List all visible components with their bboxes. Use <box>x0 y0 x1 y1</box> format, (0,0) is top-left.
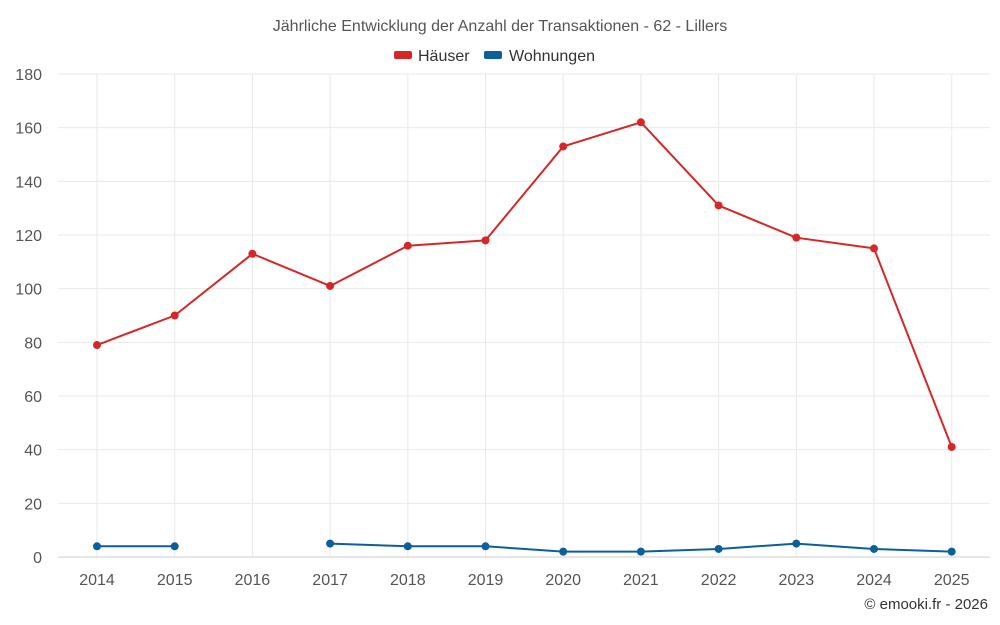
legend: Häuser Wohnungen <box>394 48 595 65</box>
data-point-haeuser-2016[interactable] <box>248 249 257 258</box>
x-tick-label-2024: 2024 <box>856 572 892 589</box>
x-tick-label-2022: 2022 <box>701 572 737 589</box>
data-point-wohnungen-2020[interactable] <box>559 547 568 556</box>
x-tick-label-2017: 2017 <box>312 572 348 589</box>
legend-item-haeuser[interactable]: Häuser <box>394 48 470 65</box>
data-point-haeuser-2019[interactable] <box>481 236 490 245</box>
data-point-wohnungen-2017[interactable] <box>326 539 335 548</box>
x-tick-label-2023: 2023 <box>779 572 815 589</box>
x-tick-label-2014: 2014 <box>79 572 115 589</box>
data-point-haeuser-2021[interactable] <box>636 118 645 127</box>
legend-swatch-wohnungen <box>484 51 502 59</box>
x-tick-label-2018: 2018 <box>390 572 426 589</box>
x-tick-label-2025: 2025 <box>934 572 970 589</box>
data-point-wohnungen-2014[interactable] <box>93 542 101 551</box>
y-tick-label-100: 100 <box>15 282 42 299</box>
data-point-haeuser-2018[interactable] <box>403 241 412 250</box>
credit-text: © emooki.fr - 2026 <box>864 596 988 613</box>
grid <box>58 73 990 558</box>
series-layer <box>93 118 956 556</box>
data-point-wohnungen-2018[interactable] <box>403 542 412 551</box>
data-point-wohnungen-2023[interactable] <box>792 539 801 548</box>
data-point-haeuser-2022[interactable] <box>714 201 723 210</box>
data-point-haeuser-2020[interactable] <box>559 142 568 151</box>
data-point-haeuser-2023[interactable] <box>792 233 801 242</box>
y-tick-label-120: 120 <box>15 228 42 245</box>
y-tick-label-160: 160 <box>15 121 42 138</box>
x-tick-label-2019: 2019 <box>468 572 504 589</box>
y-tick-label-60: 60 <box>24 389 42 406</box>
y-tick-label-180: 180 <box>15 67 42 84</box>
series-line-haeuser-0 <box>96 121 953 448</box>
y-tick-label-0: 0 <box>33 550 42 567</box>
legend-swatch-haeuser <box>394 51 412 59</box>
data-point-haeuser-2017[interactable] <box>326 281 335 290</box>
data-point-wohnungen-2024[interactable] <box>870 544 878 553</box>
y-tick-label-20: 20 <box>24 496 42 513</box>
x-tick-label-2020: 2020 <box>545 572 581 589</box>
y-tick-label-40: 40 <box>24 443 42 460</box>
data-point-wohnungen-2019[interactable] <box>481 542 490 551</box>
data-point-wohnungen-2021[interactable] <box>636 547 645 556</box>
x-tick-label-2015: 2015 <box>157 572 193 589</box>
data-point-wohnungen-2015[interactable] <box>170 542 179 551</box>
x-axis: 2014 2015 2016 2017 2018 2019 2020 2021 2022 2023… <box>79 572 969 589</box>
data-point-haeuser-2024[interactable] <box>870 244 878 253</box>
y-axis: 0 20 40 60 80 100 120 140 160 180 <box>15 67 42 567</box>
data-point-haeuser-2014[interactable] <box>93 341 101 350</box>
legend-label-wohnungen: Wohnungen <box>509 48 595 65</box>
y-tick-label-140: 140 <box>15 174 42 191</box>
chart-title: Jährliche Entwicklung der Anzahl der Tra… <box>273 18 727 35</box>
legend-label-haeuser: Häuser <box>418 48 470 65</box>
x-tick-label-2021: 2021 <box>623 572 659 589</box>
data-point-wohnungen-2025[interactable] <box>947 547 956 556</box>
data-point-wohnungen-2022[interactable] <box>714 544 723 553</box>
y-tick-label-80: 80 <box>24 335 42 352</box>
data-point-haeuser-2015[interactable] <box>170 311 179 320</box>
x-tick-label-2016: 2016 <box>235 572 271 589</box>
data-point-haeuser-2025[interactable] <box>947 442 956 451</box>
legend-item-wohnungen[interactable]: Wohnungen <box>484 48 595 65</box>
